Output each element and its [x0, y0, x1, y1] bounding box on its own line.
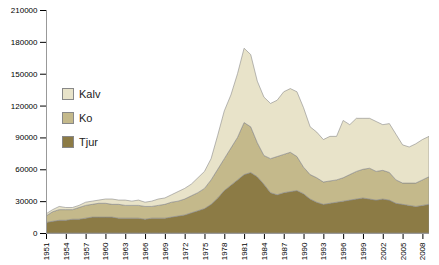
svg-text:1951: 1951 [42, 242, 51, 260]
svg-text:1969: 1969 [161, 242, 170, 260]
svg-text:1957: 1957 [82, 242, 91, 260]
svg-text:1966: 1966 [141, 242, 150, 260]
svg-text:150000: 150000 [11, 70, 38, 79]
svg-text:2008: 2008 [418, 242, 427, 260]
svg-text:2002: 2002 [379, 242, 388, 260]
svg-text:1960: 1960 [101, 242, 110, 260]
svg-text:180000: 180000 [11, 38, 38, 47]
svg-text:1999: 1999 [359, 242, 368, 260]
html-text:Ko: Ko [79, 112, 93, 124]
svg-text:0: 0 [33, 229, 38, 238]
svg-text:2005: 2005 [399, 242, 408, 260]
svg-text:1984: 1984 [260, 242, 269, 260]
svg-text:1975: 1975 [201, 242, 210, 260]
svg-text:1954: 1954 [62, 242, 71, 260]
svg-text:1978: 1978 [220, 242, 229, 260]
svg-text:1996: 1996 [339, 242, 348, 260]
svg-text:210000: 210000 [11, 6, 38, 15]
svg-text:1981: 1981 [240, 242, 249, 260]
svg-text:90000: 90000 [15, 133, 38, 142]
svg-text:120000: 120000 [11, 102, 38, 111]
svg-text:1993: 1993 [319, 242, 328, 260]
svg-text:1987: 1987 [280, 242, 289, 260]
svg-text:1990: 1990 [300, 242, 309, 260]
html-text:Kalv: Kalv [79, 88, 101, 100]
svg-text:1963: 1963 [121, 242, 130, 260]
svg-text:30000: 30000 [15, 197, 38, 206]
svg-text:60000: 60000 [15, 165, 38, 174]
svg-text:1972: 1972 [181, 242, 190, 260]
html-text:Tjur: Tjur [79, 136, 98, 148]
